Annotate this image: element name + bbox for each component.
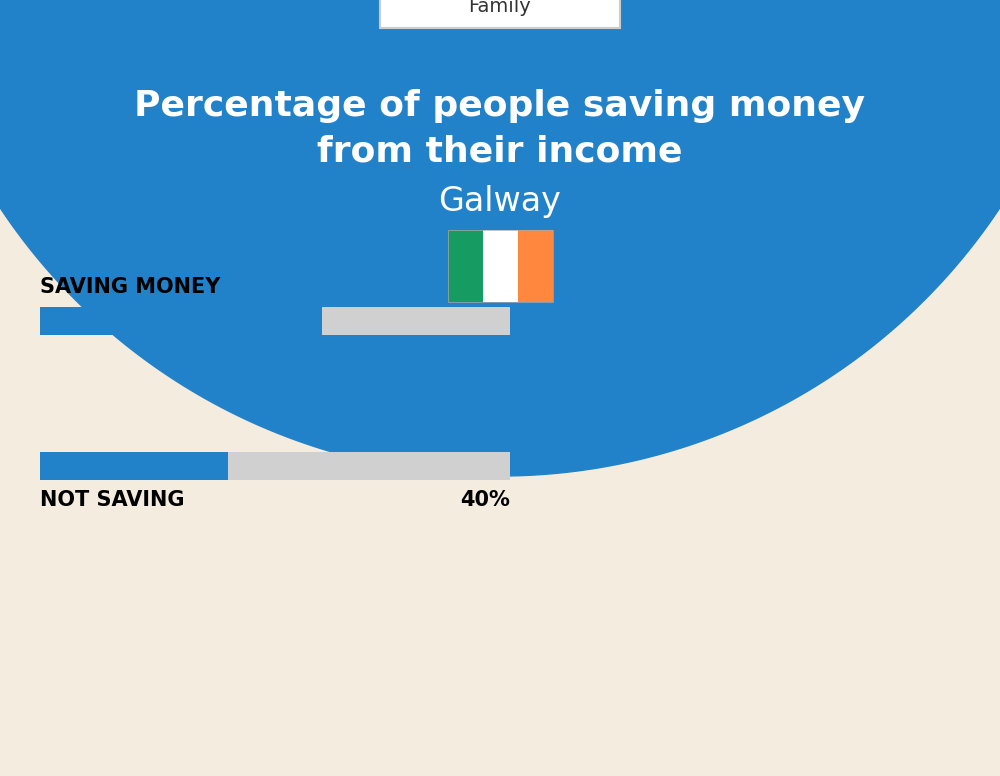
Bar — [380, 0, 620, 28]
Bar — [40, 307, 322, 335]
Bar — [518, 230, 552, 302]
Bar — [482, 230, 518, 302]
Bar — [448, 230, 482, 302]
Text: from their income: from their income — [317, 134, 683, 168]
Text: 40%: 40% — [460, 490, 510, 510]
Polygon shape — [0, 0, 1000, 476]
Text: SAVING MONEY: SAVING MONEY — [40, 277, 220, 297]
Text: Galway: Galway — [439, 185, 561, 217]
Bar — [448, 230, 552, 302]
Bar — [40, 307, 510, 335]
Text: NOT SAVING: NOT SAVING — [40, 490, 184, 510]
Text: Percentage of people saving money: Percentage of people saving money — [134, 89, 866, 123]
Bar — [40, 452, 510, 480]
Text: 60%: 60% — [460, 277, 510, 297]
Text: Family: Family — [469, 0, 531, 16]
Bar — [40, 452, 228, 480]
